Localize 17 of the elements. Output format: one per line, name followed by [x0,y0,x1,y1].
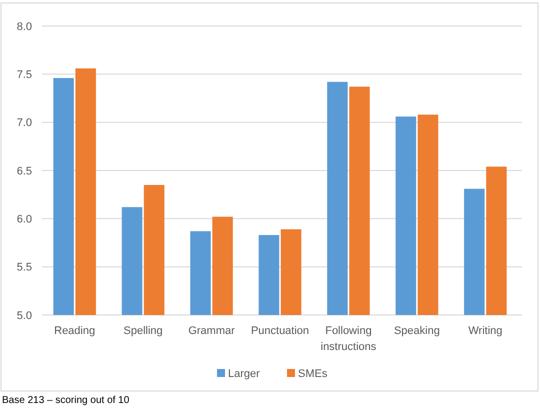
x-tick-label: Following instructions [320,325,377,353]
x-tick-label: Grammar [188,325,236,337]
legend-label: SMEs [298,368,328,380]
y-tick-label: 5.0 [16,310,32,322]
y-tick-label: 7.5 [16,69,32,82]
x-tick-label: Spelling [124,325,163,337]
y-tick-label: 8.0 [16,20,32,33]
y-tick-label: 6.0 [16,214,32,226]
legend-label: Larger [228,368,260,380]
text: Base 213 – scoring out of 10 [2,395,130,406]
y-tick-label: 6.5 [16,165,32,178]
x-tick-label: Speaking [394,325,440,337]
y-tick-label: 7.0 [16,117,32,130]
y-tick-label: 5.5 [16,262,32,274]
x-tick-label: Punctuation [250,325,310,337]
x-tick-label: Reading [54,325,96,337]
x-tick-label: Writing [468,325,502,337]
